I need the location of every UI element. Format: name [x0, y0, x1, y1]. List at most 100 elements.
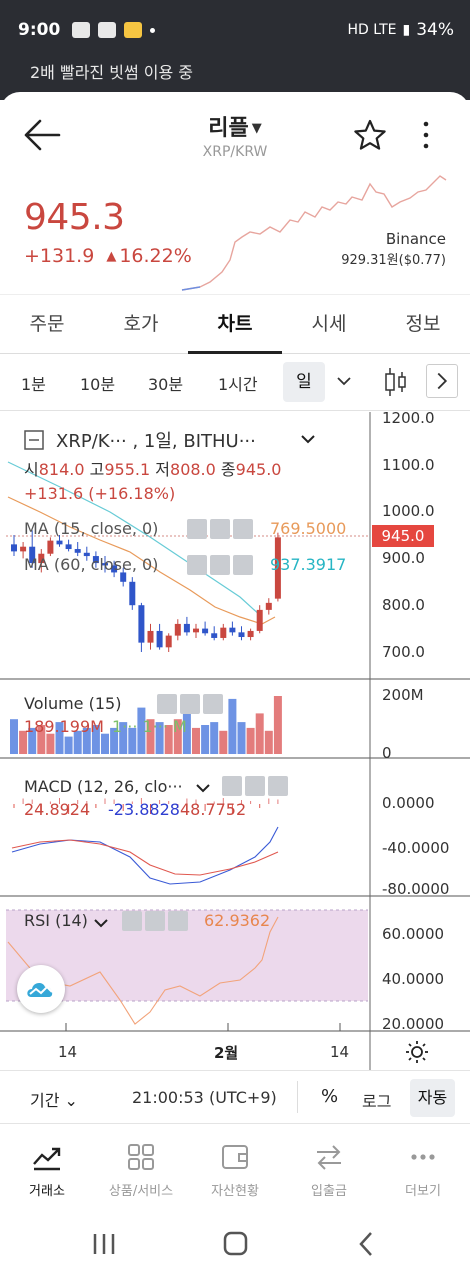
candle-body	[56, 540, 63, 545]
close-icon[interactable]	[168, 911, 188, 931]
ma60-controls	[187, 555, 253, 575]
main-sheet	[0, 92, 470, 1280]
app-notification-icon	[98, 22, 117, 38]
price-axis-1200: 1200.0	[382, 409, 435, 427]
coin-selector[interactable]: 리플 ▼ XRP/KRW	[150, 110, 320, 160]
home-icon[interactable]	[223, 1231, 248, 1256]
market-pair: XRP/KRW	[202, 144, 268, 160]
close-icon[interactable]	[233, 555, 253, 575]
trend-chart-icon	[33, 1147, 61, 1171]
ma15-label: MA (15, close, 0)	[24, 519, 159, 538]
server-time: 21:00:53 (UTC+9)	[132, 1088, 277, 1107]
eye-icon[interactable]	[222, 776, 242, 796]
interval-10min[interactable]: 10분	[80, 375, 116, 394]
more-menu-icon[interactable]	[416, 118, 436, 152]
nav-assets[interactable]: 자산현황	[188, 1124, 282, 1206]
volume-controls	[157, 694, 223, 714]
close-icon[interactable]	[268, 776, 288, 796]
favorite-star-icon[interactable]	[352, 118, 388, 152]
price-axis-700: 700.0	[382, 643, 425, 661]
price-change: +131.9 ▲ 16.22%	[24, 245, 192, 267]
tab-market-price[interactable]: 시세	[311, 313, 347, 335]
interval-bar: 1분 10분 30분 1시간	[0, 355, 470, 411]
macd-chevron-down-icon[interactable]	[196, 783, 210, 793]
interval-1hour[interactable]: 1시간	[218, 375, 258, 394]
tab-orderbook[interactable]: 호가	[123, 313, 159, 335]
nav-label-exchange: 거래소	[29, 1184, 65, 1199]
ma60-value: 937.3917	[270, 555, 347, 574]
chart-change: +131.6 (+16.18%)	[24, 484, 176, 503]
wallet-icon	[222, 1145, 248, 1169]
volume-bar	[173, 719, 182, 754]
interval-30min[interactable]: 30분	[148, 375, 184, 394]
change-amount: +131.9	[24, 245, 95, 267]
volume-bar	[192, 727, 200, 754]
chevron-down-icon[interactable]	[337, 376, 351, 386]
volume-bar	[255, 713, 264, 754]
eye-icon[interactable]	[122, 911, 142, 931]
percent-scale-button[interactable]: %	[321, 1086, 339, 1107]
nav-more[interactable]: 더보기	[376, 1124, 470, 1206]
period-label: 기간	[30, 1091, 60, 1110]
interval-1min[interactable]: 1분	[21, 375, 46, 394]
symbol-chevron-down-icon[interactable]	[301, 434, 315, 444]
gear-icon[interactable]	[210, 519, 230, 539]
gear-icon[interactable]	[145, 911, 165, 931]
interval-day-selected[interactable]: 일	[283, 362, 325, 402]
macd-line	[11, 826, 279, 885]
rsi-chevron-down-icon[interactable]	[94, 918, 108, 928]
volume-bar	[264, 730, 273, 754]
back-arrow-icon[interactable]	[22, 118, 62, 152]
ohlc-high: 955.1	[104, 460, 151, 479]
tab-chart[interactable]: 차트	[188, 295, 282, 354]
tab-info[interactable]: 정보	[405, 313, 441, 335]
back-nav-icon[interactable]	[359, 1232, 372, 1256]
collapse-icon[interactable]	[24, 430, 44, 450]
macd-value-2: -23.8828	[108, 800, 180, 819]
chart-area[interactable]: 1200.0 1100.0 1000.0 900.0 800.0 700.0 9…	[0, 409, 470, 1070]
period-selector[interactable]: 기간 ⌄	[30, 1087, 78, 1111]
time-axis-14b: 14	[330, 1043, 350, 1061]
gear-icon[interactable]	[245, 776, 265, 796]
candle-body	[193, 628, 199, 633]
nav-exchange[interactable]: 거래소	[0, 1124, 94, 1206]
auto-scale-button[interactable]: 자동	[410, 1079, 455, 1117]
rsi-value: 62.9362	[204, 911, 271, 930]
volume-label: Volume (15)	[24, 694, 122, 713]
chart-logo-button[interactable]	[17, 965, 65, 1013]
macd-value-3: 48.7752	[180, 800, 247, 819]
volume-bar	[101, 733, 109, 754]
grid-icon	[128, 1144, 154, 1170]
coin-name: 리플	[208, 116, 249, 141]
ma60-label: MA (60, close, 0)	[24, 555, 159, 574]
candle-body	[238, 632, 245, 638]
theme-brightness-icon[interactable]	[405, 1040, 429, 1064]
macd-controls	[222, 776, 288, 796]
candle-body	[47, 540, 54, 554]
close-icon[interactable]	[203, 694, 223, 714]
recent-apps-icon[interactable]	[93, 1234, 115, 1254]
candle-body	[138, 605, 145, 643]
time-axis-feb: 2월	[214, 1044, 239, 1062]
volume-bar	[10, 719, 18, 754]
log-scale-button[interactable]: 로그	[362, 1092, 392, 1111]
ohlc-open: 814.0	[38, 460, 85, 479]
volume-bar	[19, 730, 28, 754]
chevron-right-icon[interactable]	[426, 364, 458, 398]
gear-icon[interactable]	[210, 555, 230, 575]
bottom-navigation: 거래소 상품/서비스 자산현황 입출금 더보기	[0, 1124, 470, 1206]
eye-icon[interactable]	[187, 519, 207, 539]
close-icon[interactable]	[233, 519, 253, 539]
eye-icon[interactable]	[157, 694, 177, 714]
gear-icon[interactable]	[180, 694, 200, 714]
talk-notification-icon	[124, 22, 143, 38]
macd-axis-0: 0.0000	[382, 794, 435, 812]
candle-type-icon[interactable]	[383, 366, 409, 398]
tab-order[interactable]: 주문	[29, 313, 65, 335]
eye-icon[interactable]	[187, 555, 207, 575]
nav-products[interactable]: 상품/서비스	[94, 1124, 188, 1206]
last-price-tag: 945.0	[372, 525, 434, 547]
ohlc-close: 945.0	[235, 460, 282, 479]
nav-transfer[interactable]: 입출금	[282, 1124, 376, 1206]
volume-bar	[228, 698, 237, 754]
